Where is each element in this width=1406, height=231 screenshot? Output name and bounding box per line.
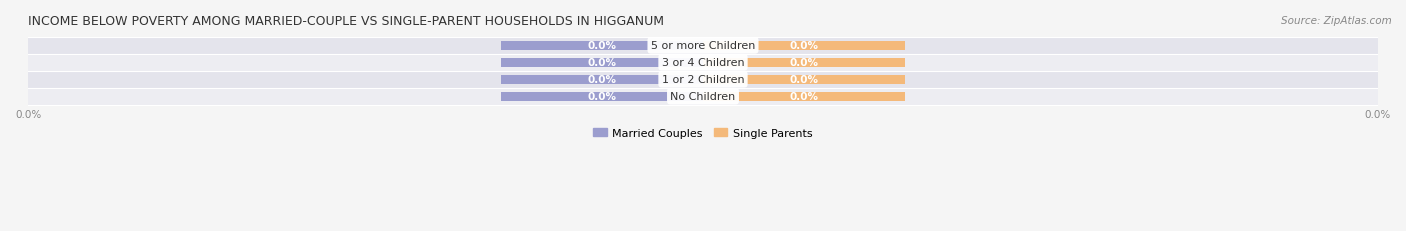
Bar [28, 38, 1378, 55]
Text: 1 or 2 Children: 1 or 2 Children [662, 75, 744, 85]
Bar [501, 41, 703, 51]
Legend: Married Couples, Single Parents: Married Couples, Single Parents [589, 124, 817, 143]
Text: Source: ZipAtlas.com: Source: ZipAtlas.com [1281, 16, 1392, 26]
Text: 0.0%: 0.0% [790, 92, 818, 102]
Bar [28, 55, 1378, 71]
Bar [501, 58, 703, 68]
Text: 0.0%: 0.0% [588, 58, 616, 68]
Bar [703, 58, 905, 68]
Text: 0.0%: 0.0% [790, 58, 818, 68]
Bar [703, 41, 905, 51]
Bar [703, 75, 905, 85]
Text: 0.0%: 0.0% [588, 92, 616, 102]
Text: INCOME BELOW POVERTY AMONG MARRIED-COUPLE VS SINGLE-PARENT HOUSEHOLDS IN HIGGANU: INCOME BELOW POVERTY AMONG MARRIED-COUPL… [28, 15, 664, 28]
Text: 5 or more Children: 5 or more Children [651, 41, 755, 51]
Bar [501, 92, 703, 101]
Text: 0.0%: 0.0% [790, 41, 818, 51]
Text: 0.0%: 0.0% [588, 41, 616, 51]
Bar [28, 88, 1378, 105]
Bar [501, 75, 703, 85]
Text: 3 or 4 Children: 3 or 4 Children [662, 58, 744, 68]
Text: No Children: No Children [671, 92, 735, 102]
Text: 0.0%: 0.0% [790, 75, 818, 85]
Bar [703, 92, 905, 101]
Text: 0.0%: 0.0% [588, 75, 616, 85]
Bar [28, 71, 1378, 88]
